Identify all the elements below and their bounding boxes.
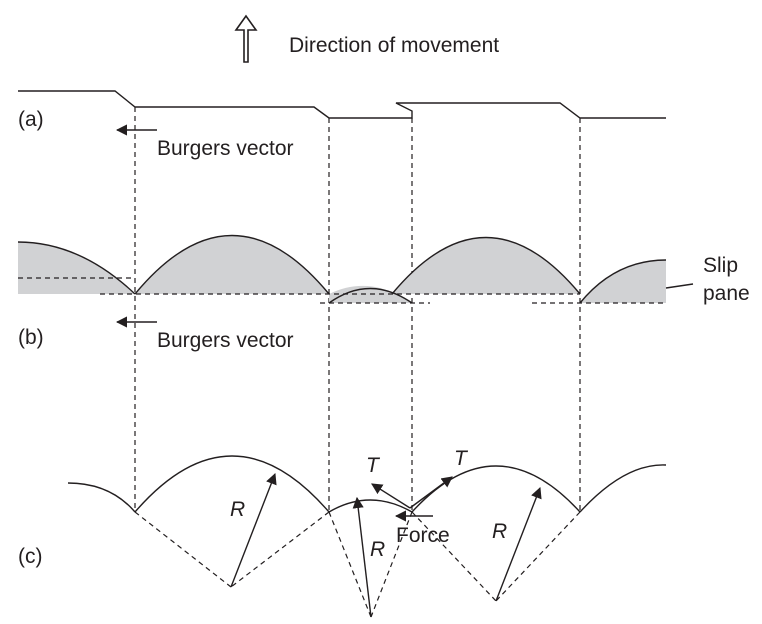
panel-c-radius-arrows [230, 472, 542, 618]
radius-label-left: R [230, 498, 245, 521]
panel-b-burgers-label: Burgers vector [157, 329, 294, 352]
panel-b-shaded-bulges [18, 235, 666, 303]
tension-label-right: T [454, 447, 469, 470]
panel-b-slip-plane-lines [18, 277, 666, 304]
slip-pane-leader [665, 283, 694, 289]
direction-arrow-icon [234, 14, 258, 63]
panel-c-dislocation-arcs [67, 455, 667, 513]
panel-a-label: (a) [18, 108, 44, 131]
radius-label-right: R [492, 520, 507, 543]
tension-label-left: T [366, 454, 381, 477]
panel-a-dislocation-line [18, 90, 666, 119]
slip-pane-label-line2: pane [703, 282, 750, 305]
slip-pane-label-line1: Slip [703, 254, 738, 277]
tension-arrows [371, 476, 453, 509]
vertical-guide-lines [134, 107, 581, 512]
force-label: Force [396, 524, 450, 547]
radius-label-middle: R [370, 538, 385, 561]
panel-b-label: (b) [18, 326, 44, 349]
panel-c-construction-lines [134, 511, 581, 618]
direction-label: Direction of movement [289, 34, 499, 57]
panel-a-burgers-label: Burgers vector [157, 137, 294, 160]
panel-c-label: (c) [18, 545, 43, 568]
panel-b-dislocation-arcs [17, 235, 667, 304]
